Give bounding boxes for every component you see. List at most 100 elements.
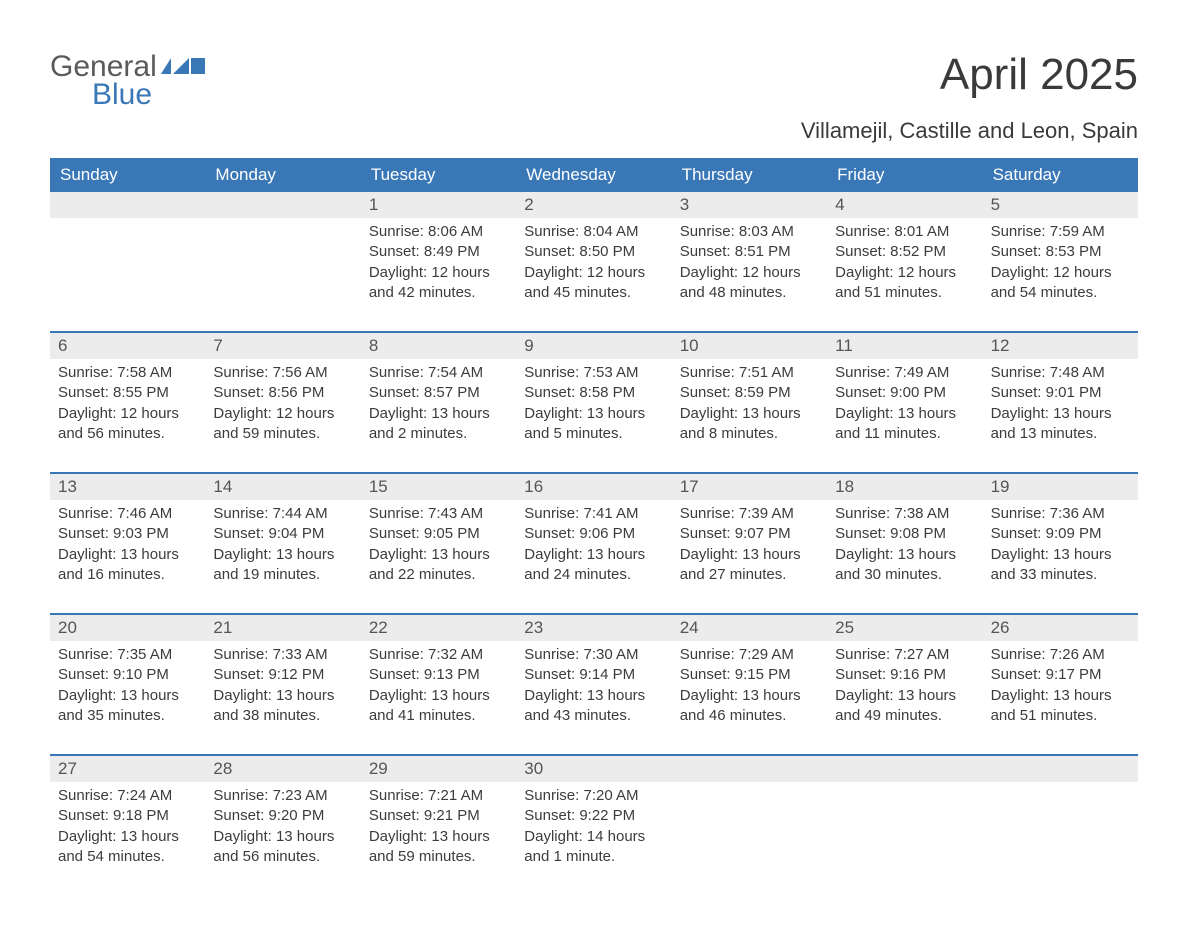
sunset-text: Sunset: 9:22 PM	[524, 806, 663, 826]
daylight-text-1: Daylight: 13 hours	[835, 686, 974, 706]
daylight-text-2: and 1 minute.	[524, 847, 663, 867]
day-cell: Sunrise: 8:01 AMSunset: 8:52 PMDaylight:…	[827, 218, 982, 331]
sunset-text: Sunset: 9:13 PM	[369, 665, 508, 685]
day-cell: Sunrise: 7:39 AMSunset: 9:07 PMDaylight:…	[672, 500, 827, 613]
daylight-text-1: Daylight: 13 hours	[369, 686, 508, 706]
sunset-text: Sunset: 9:03 PM	[58, 524, 197, 544]
day-number: 12	[983, 333, 1138, 359]
sunrise-text: Sunrise: 7:24 AM	[58, 786, 197, 806]
day-cell: Sunrise: 7:20 AMSunset: 9:22 PMDaylight:…	[516, 782, 671, 895]
day-number: 4	[827, 192, 982, 218]
day-cell: Sunrise: 7:58 AMSunset: 8:55 PMDaylight:…	[50, 359, 205, 472]
day-cell: Sunrise: 7:35 AMSunset: 9:10 PMDaylight:…	[50, 641, 205, 754]
daylight-text-1: Daylight: 13 hours	[524, 404, 663, 424]
day-cell: Sunrise: 7:43 AMSunset: 9:05 PMDaylight:…	[361, 500, 516, 613]
sunrise-text: Sunrise: 8:01 AM	[835, 222, 974, 242]
day-number: 14	[205, 474, 360, 500]
sunset-text: Sunset: 8:55 PM	[58, 383, 197, 403]
daylight-text-2: and 11 minutes.	[835, 424, 974, 444]
daylight-text-1: Daylight: 13 hours	[524, 686, 663, 706]
sunrise-text: Sunrise: 7:43 AM	[369, 504, 508, 524]
sunrise-text: Sunrise: 7:53 AM	[524, 363, 663, 383]
day-cell	[672, 782, 827, 895]
daylight-text-2: and 33 minutes.	[991, 565, 1130, 585]
daylight-text-2: and 56 minutes.	[58, 424, 197, 444]
page-subtitle: Villamejil, Castille and Leon, Spain	[50, 118, 1138, 144]
daylight-text-1: Daylight: 13 hours	[680, 686, 819, 706]
day-number: 1	[361, 192, 516, 218]
sunrise-text: Sunrise: 7:32 AM	[369, 645, 508, 665]
day-number: 6	[50, 333, 205, 359]
sunset-text: Sunset: 9:20 PM	[213, 806, 352, 826]
week-daynum-row: 12345	[50, 192, 1138, 218]
sunset-text: Sunset: 9:04 PM	[213, 524, 352, 544]
day-number	[205, 192, 360, 218]
day-cell: Sunrise: 8:04 AMSunset: 8:50 PMDaylight:…	[516, 218, 671, 331]
daylight-text-2: and 59 minutes.	[213, 424, 352, 444]
daylight-text-2: and 54 minutes.	[991, 283, 1130, 303]
day-number: 25	[827, 615, 982, 641]
week-body-row: Sunrise: 7:58 AMSunset: 8:55 PM Daylight:…	[50, 359, 1138, 472]
sunrise-text: Sunrise: 7:49 AM	[835, 363, 974, 383]
daylight-text-2: and 59 minutes.	[369, 847, 508, 867]
daylight-text-1: Daylight: 12 hours	[835, 263, 974, 283]
daylight-text-1: Daylight: 13 hours	[835, 545, 974, 565]
day-cell: Sunrise: 7:26 AMSunset: 9:17 PMDaylight:…	[983, 641, 1138, 754]
daylight-text-1: Daylight: 13 hours	[369, 404, 508, 424]
dayheader-sat: Saturday	[983, 158, 1138, 192]
day-cell: Sunrise: 7:46 AMSunset: 9:03 PMDaylight:…	[50, 500, 205, 613]
day-number: 21	[205, 615, 360, 641]
dayheader-thu: Thursday	[672, 158, 827, 192]
daylight-text-1: Daylight: 13 hours	[991, 545, 1130, 565]
daylight-text-1: Daylight: 13 hours	[213, 686, 352, 706]
sunset-text: Sunset: 8:58 PM	[524, 383, 663, 403]
day-number	[983, 756, 1138, 782]
sunset-text: Sunset: 9:05 PM	[369, 524, 508, 544]
calendar-day-headers: Sunday Monday Tuesday Wednesday Thursday…	[50, 158, 1138, 192]
sunrise-text: Sunrise: 7:48 AM	[991, 363, 1130, 383]
daylight-text-1: Daylight: 12 hours	[680, 263, 819, 283]
day-cell: Sunrise: 7:44 AMSunset: 9:04 PMDaylight:…	[205, 500, 360, 613]
day-number	[672, 756, 827, 782]
sunrise-text: Sunrise: 7:38 AM	[835, 504, 974, 524]
sunset-text: Sunset: 8:49 PM	[369, 242, 508, 262]
day-cell: Sunrise: 7:32 AMSunset: 9:13 PMDaylight:…	[361, 641, 516, 754]
sunset-text: Sunset: 8:59 PM	[680, 383, 819, 403]
day-number: 17	[672, 474, 827, 500]
dayheader-fri: Friday	[827, 158, 982, 192]
day-number: 26	[983, 615, 1138, 641]
week-body-row: Sunrise: 7:46 AMSunset: 9:03 PMDaylight:…	[50, 500, 1138, 613]
sunrise-text: Sunrise: 7:30 AM	[524, 645, 663, 665]
day-number: 20	[50, 615, 205, 641]
sunset-text: Sunset: 8:57 PM	[369, 383, 508, 403]
week-daynum-row: 27282930	[50, 754, 1138, 782]
sunrise-text: Sunrise: 7:36 AM	[991, 504, 1130, 524]
day-cell: Sunrise: 7:48 AMSunset: 9:01 PMDaylight:…	[983, 359, 1138, 472]
day-cell: Sunrise: 7:33 AMSunset: 9:12 PMDaylight:…	[205, 641, 360, 754]
sunset-text: Sunset: 9:06 PM	[524, 524, 663, 544]
day-number: 16	[516, 474, 671, 500]
week-daynum-row: 6789101112	[50, 331, 1138, 359]
daylight-text-1: Daylight: 12 hours	[213, 404, 352, 424]
daylight-text-2: and 5 minutes.	[524, 424, 663, 444]
daylight-text-1: Daylight: 13 hours	[835, 404, 974, 424]
week-body-row: Sunrise: 7:24 AMSunset: 9:18 PMDaylight:…	[50, 782, 1138, 895]
day-number: 13	[50, 474, 205, 500]
daylight-text-2: and 46 minutes.	[680, 706, 819, 726]
sunset-text: Sunset: 8:52 PM	[835, 242, 974, 262]
daylight-text-2: and 19 minutes.	[213, 565, 352, 585]
day-cell: Sunrise: 7:56 AMSunset: 8:56 PMDaylight:…	[205, 359, 360, 472]
dayheader-mon: Monday	[205, 158, 360, 192]
day-number: 19	[983, 474, 1138, 500]
daylight-text-2: and 30 minutes.	[835, 565, 974, 585]
sunrise-text: Sunrise: 7:58 AM	[58, 363, 197, 383]
daylight-text-2: and 16 minutes.	[58, 565, 197, 585]
day-number: 8	[361, 333, 516, 359]
daylight-text-1: Daylight: 13 hours	[369, 827, 508, 847]
daylight-text-2: and 22 minutes.	[369, 565, 508, 585]
day-number	[50, 192, 205, 218]
day-number: 7	[205, 333, 360, 359]
day-number: 30	[516, 756, 671, 782]
daylight-text-1: Daylight: 12 hours	[524, 263, 663, 283]
sunset-text: Sunset: 9:15 PM	[680, 665, 819, 685]
